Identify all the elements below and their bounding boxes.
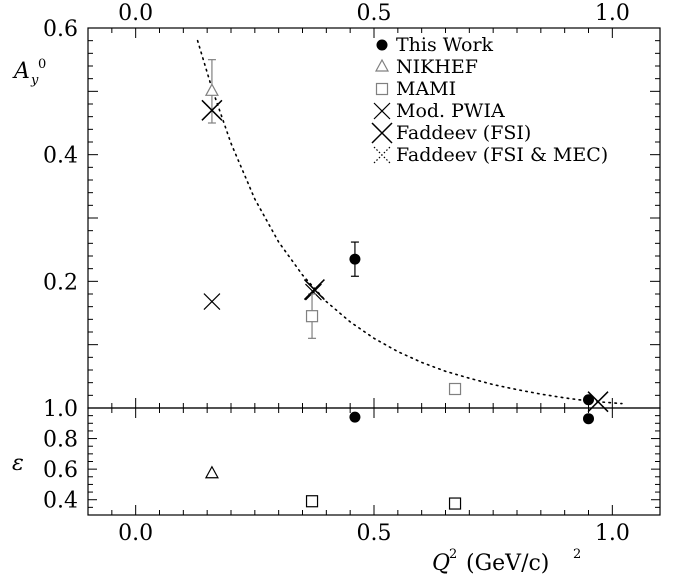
y-tick-label: 1.0 [43, 397, 78, 422]
legend-label: Faddeev (FSI) [396, 122, 531, 144]
marker-small-x [373, 102, 391, 120]
x-axis-title-units-sup: 2 [573, 547, 581, 562]
x-tick-label-top: 0.5 [357, 1, 392, 26]
bottom-plot-frame [87, 407, 661, 516]
y-axis-title-sup: 0 [38, 57, 46, 72]
marker-small-x [203, 293, 221, 311]
legend-label: Mod. PWIA [396, 100, 505, 122]
top-plot-frame [87, 27, 661, 409]
marker-open-triangle [204, 83, 219, 96]
legend-label: This Work [396, 34, 494, 56]
marker-open-triangle [204, 465, 219, 479]
y-tick-label: 0.6 [43, 458, 78, 483]
model-curve [196, 39, 623, 405]
x-axis-title: Q [432, 551, 450, 576]
marker-open-square [448, 497, 462, 510]
legend-item: MAMI [375, 78, 456, 100]
x-tick-label-top: 0.0 [118, 1, 153, 26]
marker-small-x [305, 283, 322, 301]
y-tick-label: 0.2 [43, 270, 78, 295]
marker-dotted-x [373, 146, 391, 164]
y-tick-label: 0.8 [43, 428, 78, 453]
marker-large-x [201, 99, 223, 121]
y-tick-label: 0.4 [43, 489, 78, 514]
legend-label: Faddeev (FSI & MEC) [396, 144, 608, 166]
marker-large-x [371, 122, 393, 144]
y-axis-title-sub: y [30, 73, 39, 88]
marker-open-square [375, 82, 389, 96]
legend-item: Faddeev (FSI) [371, 122, 531, 144]
marker-filled-circle [349, 253, 361, 265]
x-tick-label: 0.5 [357, 521, 392, 546]
marker-open-triangle [374, 58, 390, 72]
marker-filled-circle [376, 39, 388, 51]
marker-filled-circle [349, 411, 361, 423]
y-tick-label: 0.6 [43, 17, 78, 42]
legend-item: This Work [376, 34, 494, 56]
y-axis-title-epsilon: ε [12, 451, 24, 476]
x-axis-title-units: (GeV/c) [466, 551, 549, 576]
marker-filled-circle [583, 394, 594, 406]
x-tick-label: 1.0 [595, 521, 630, 546]
legend-item: Mod. PWIA [373, 100, 505, 122]
x-tick-label-top: 1.0 [595, 1, 630, 26]
marker-open-square [448, 382, 462, 396]
marker-filled-circle [583, 413, 594, 425]
y-axis-title: A [12, 59, 30, 84]
legend-item: NIKHEF [374, 56, 478, 78]
legend-label: MAMI [396, 78, 456, 100]
x-axis-title-sup: 2 [449, 547, 457, 562]
x-tick-label: 0.0 [118, 521, 153, 546]
marker-open-square [305, 310, 319, 323]
marker-large-x [303, 279, 325, 301]
y-tick-label: 0.4 [43, 144, 78, 169]
legend-item: Faddeev (FSI & MEC) [373, 144, 608, 166]
top-panel: 0.0 0.5 1.0 0.2 0.4 0.6 A y0 This WorkNIKHEFMAMI… [12, 1, 661, 413]
marker-open-square [305, 495, 319, 508]
legend-label: NIKHEF [396, 56, 478, 78]
